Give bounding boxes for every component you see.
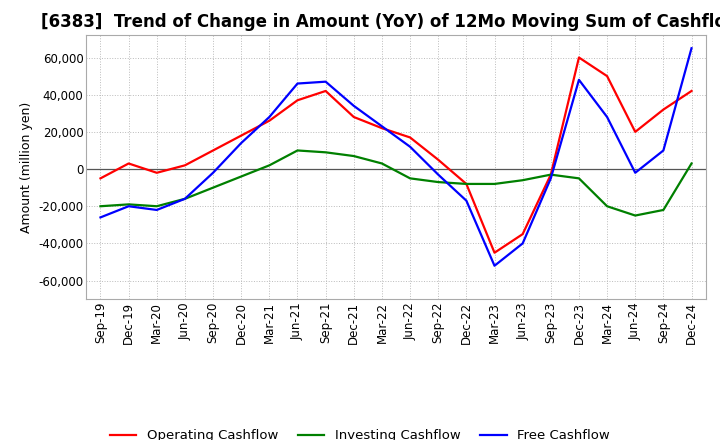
Free Cashflow — [321, 79, 330, 84]
Line: Free Cashflow: Free Cashflow — [101, 48, 691, 266]
Free Cashflow — [209, 170, 217, 176]
Line: Investing Cashflow: Investing Cashflow — [101, 150, 691, 216]
Free Cashflow — [349, 103, 358, 109]
Investing Cashflow — [546, 172, 555, 177]
Operating Cashflow — [434, 157, 443, 162]
Free Cashflow — [125, 204, 133, 209]
Operating Cashflow — [462, 181, 471, 187]
Operating Cashflow — [153, 170, 161, 176]
Operating Cashflow — [659, 107, 667, 112]
Operating Cashflow — [603, 73, 611, 79]
Free Cashflow — [377, 124, 386, 129]
Investing Cashflow — [321, 150, 330, 155]
Investing Cashflow — [462, 181, 471, 187]
Free Cashflow — [96, 215, 105, 220]
Legend: Operating Cashflow, Investing Cashflow, Free Cashflow: Operating Cashflow, Investing Cashflow, … — [110, 429, 610, 440]
Operating Cashflow — [546, 172, 555, 177]
Investing Cashflow — [490, 181, 499, 187]
Operating Cashflow — [349, 114, 358, 120]
Operating Cashflow — [575, 55, 583, 60]
Investing Cashflow — [209, 185, 217, 190]
Investing Cashflow — [293, 148, 302, 153]
Free Cashflow — [434, 172, 443, 177]
Free Cashflow — [462, 198, 471, 203]
Investing Cashflow — [575, 176, 583, 181]
Operating Cashflow — [181, 163, 189, 168]
Operating Cashflow — [377, 125, 386, 131]
Operating Cashflow — [687, 88, 696, 94]
Investing Cashflow — [406, 176, 415, 181]
Operating Cashflow — [96, 176, 105, 181]
Line: Operating Cashflow: Operating Cashflow — [101, 58, 691, 253]
Free Cashflow — [153, 207, 161, 213]
Investing Cashflow — [153, 204, 161, 209]
Operating Cashflow — [293, 98, 302, 103]
Operating Cashflow — [125, 161, 133, 166]
Free Cashflow — [603, 114, 611, 120]
Free Cashflow — [518, 241, 527, 246]
Free Cashflow — [265, 114, 274, 120]
Investing Cashflow — [96, 204, 105, 209]
Investing Cashflow — [631, 213, 639, 218]
Operating Cashflow — [265, 118, 274, 123]
Investing Cashflow — [434, 180, 443, 185]
Free Cashflow — [490, 263, 499, 268]
Title: [6383]  Trend of Change in Amount (YoY) of 12Mo Moving Sum of Cashflows: [6383] Trend of Change in Amount (YoY) o… — [41, 13, 720, 31]
Free Cashflow — [687, 46, 696, 51]
Free Cashflow — [406, 144, 415, 150]
Operating Cashflow — [209, 148, 217, 153]
Free Cashflow — [181, 196, 189, 202]
Operating Cashflow — [237, 133, 246, 138]
Operating Cashflow — [490, 250, 499, 255]
Free Cashflow — [293, 81, 302, 86]
Free Cashflow — [546, 176, 555, 181]
Free Cashflow — [575, 77, 583, 82]
Free Cashflow — [631, 170, 639, 176]
Investing Cashflow — [518, 178, 527, 183]
Operating Cashflow — [321, 88, 330, 94]
Investing Cashflow — [687, 161, 696, 166]
Investing Cashflow — [237, 174, 246, 179]
Y-axis label: Amount (million yen): Amount (million yen) — [20, 102, 33, 233]
Investing Cashflow — [181, 196, 189, 202]
Investing Cashflow — [125, 202, 133, 207]
Free Cashflow — [237, 140, 246, 146]
Investing Cashflow — [349, 154, 358, 159]
Investing Cashflow — [659, 207, 667, 213]
Operating Cashflow — [631, 129, 639, 135]
Investing Cashflow — [603, 204, 611, 209]
Investing Cashflow — [265, 163, 274, 168]
Operating Cashflow — [518, 231, 527, 237]
Free Cashflow — [659, 148, 667, 153]
Investing Cashflow — [377, 161, 386, 166]
Operating Cashflow — [406, 135, 415, 140]
